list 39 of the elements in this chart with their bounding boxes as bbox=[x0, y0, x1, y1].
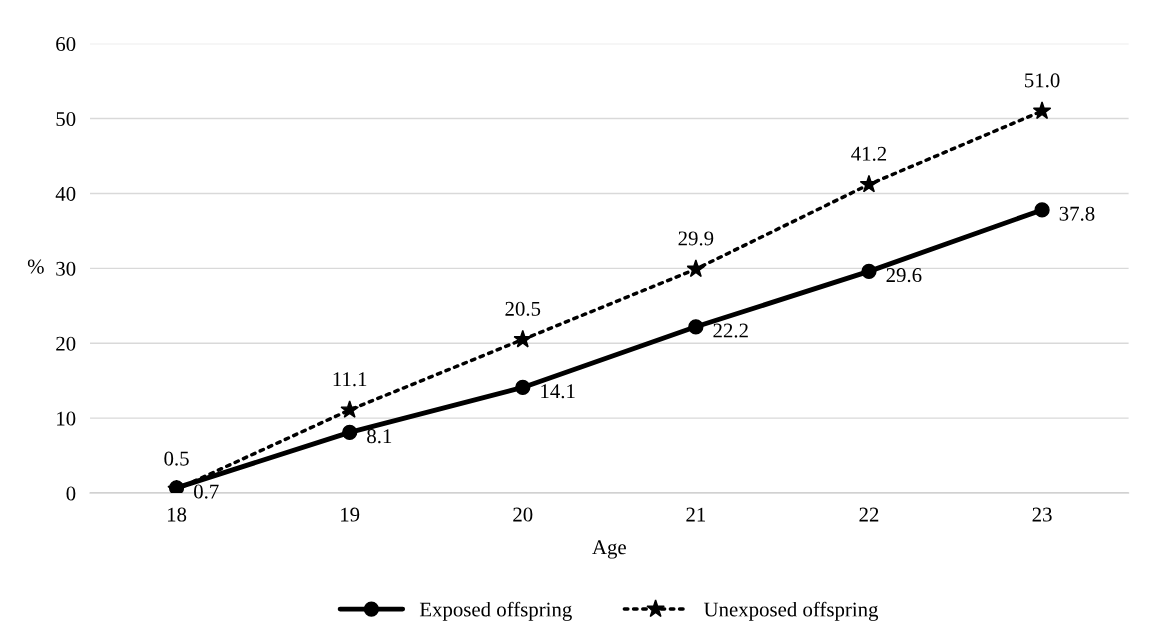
y-tick-label: 10 bbox=[57, 411, 76, 426]
point bbox=[1032, 101, 1052, 120]
point bbox=[688, 319, 704, 335]
point bbox=[513, 329, 533, 348]
data-label: 0.5 bbox=[164, 451, 189, 466]
data-label: 29.6 bbox=[886, 268, 922, 283]
data-label: 22.2 bbox=[713, 323, 748, 338]
y-tick-label: 40 bbox=[55, 186, 76, 201]
x-tick-label: 22 bbox=[859, 507, 879, 522]
point bbox=[342, 424, 358, 441]
data-label: 0.7 bbox=[194, 484, 219, 499]
data-label: 41.2 bbox=[851, 146, 887, 161]
point bbox=[340, 400, 359, 418]
legend-label: Unexposed offspring bbox=[703, 601, 879, 621]
point bbox=[686, 259, 706, 278]
data-label: 14.1 bbox=[541, 384, 575, 399]
point bbox=[515, 379, 531, 396]
legend-label: Exposed offspring bbox=[419, 601, 572, 621]
x-tick-label: 19 bbox=[341, 507, 360, 522]
x-tick-label: 21 bbox=[686, 507, 706, 522]
y-tick-label: 60 bbox=[56, 37, 76, 52]
y-tick-label: 20 bbox=[56, 336, 76, 351]
data-label: 37.8 bbox=[1059, 206, 1095, 221]
y-tick-label: 50 bbox=[56, 111, 76, 126]
data-label: 11.1 bbox=[333, 372, 367, 387]
data-label: 8.1 bbox=[367, 429, 392, 444]
data-label: 20.5 bbox=[505, 301, 541, 316]
data-label: 51.0 bbox=[1025, 73, 1060, 88]
x-axis-title: Age bbox=[592, 540, 626, 559]
point bbox=[859, 174, 879, 193]
x-tick-label: 20 bbox=[513, 507, 533, 522]
x-tick-label: 23 bbox=[1032, 507, 1052, 522]
point bbox=[861, 263, 877, 279]
y-axis-title: % bbox=[27, 259, 44, 274]
x-tick-label: 18 bbox=[167, 507, 187, 522]
y-tick-label: 0 bbox=[66, 486, 76, 501]
data-label: 29.9 bbox=[678, 231, 714, 246]
y-tick-label: 30 bbox=[56, 261, 76, 276]
point bbox=[1034, 202, 1050, 218]
